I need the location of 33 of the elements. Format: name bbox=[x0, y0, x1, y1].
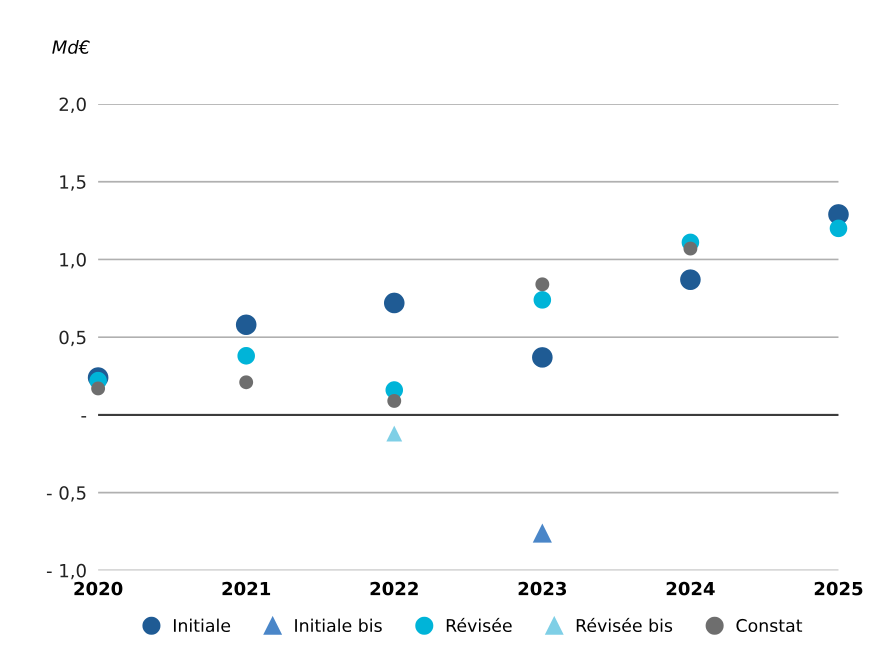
point bbox=[384, 292, 405, 314]
legend-label: Initiale bbox=[174, 618, 230, 632]
legend-label: Révisée bis bbox=[576, 618, 672, 632]
x-tick-label: 2024 bbox=[666, 582, 715, 596]
legend-label: Constat bbox=[736, 618, 802, 632]
point bbox=[236, 314, 256, 336]
point bbox=[387, 394, 402, 408]
legend-label: Initiale bis bbox=[295, 618, 382, 632]
x-tick-label: 2025 bbox=[814, 582, 862, 596]
point bbox=[532, 523, 552, 543]
point bbox=[534, 291, 552, 309]
y-tick-label: 0,5 bbox=[59, 330, 86, 346]
y-tick-label: - bbox=[81, 416, 86, 418]
x-tick-label: 2020 bbox=[74, 582, 122, 596]
point bbox=[386, 426, 402, 442]
y-tick-label: - 0,5 bbox=[46, 486, 86, 502]
point bbox=[535, 277, 550, 292]
point bbox=[683, 242, 698, 256]
point bbox=[532, 347, 553, 368]
legend-label: Révisée bbox=[446, 618, 512, 632]
point bbox=[91, 382, 106, 396]
point bbox=[239, 375, 254, 390]
x-tick-label: 2023 bbox=[518, 582, 566, 596]
x-tick-label: 2022 bbox=[370, 582, 418, 596]
y-tick-label: 2,0 bbox=[60, 97, 86, 113]
y-tick-label: - 1,0 bbox=[46, 564, 86, 580]
x-tick-label: 2021 bbox=[222, 582, 270, 596]
y-axis-title: Md€ bbox=[52, 40, 90, 54]
y-tick-label: 1,0 bbox=[60, 252, 86, 268]
point bbox=[830, 220, 848, 238]
point bbox=[680, 269, 701, 290]
y-tick-label: 1,5 bbox=[60, 175, 86, 191]
point bbox=[237, 347, 255, 365]
